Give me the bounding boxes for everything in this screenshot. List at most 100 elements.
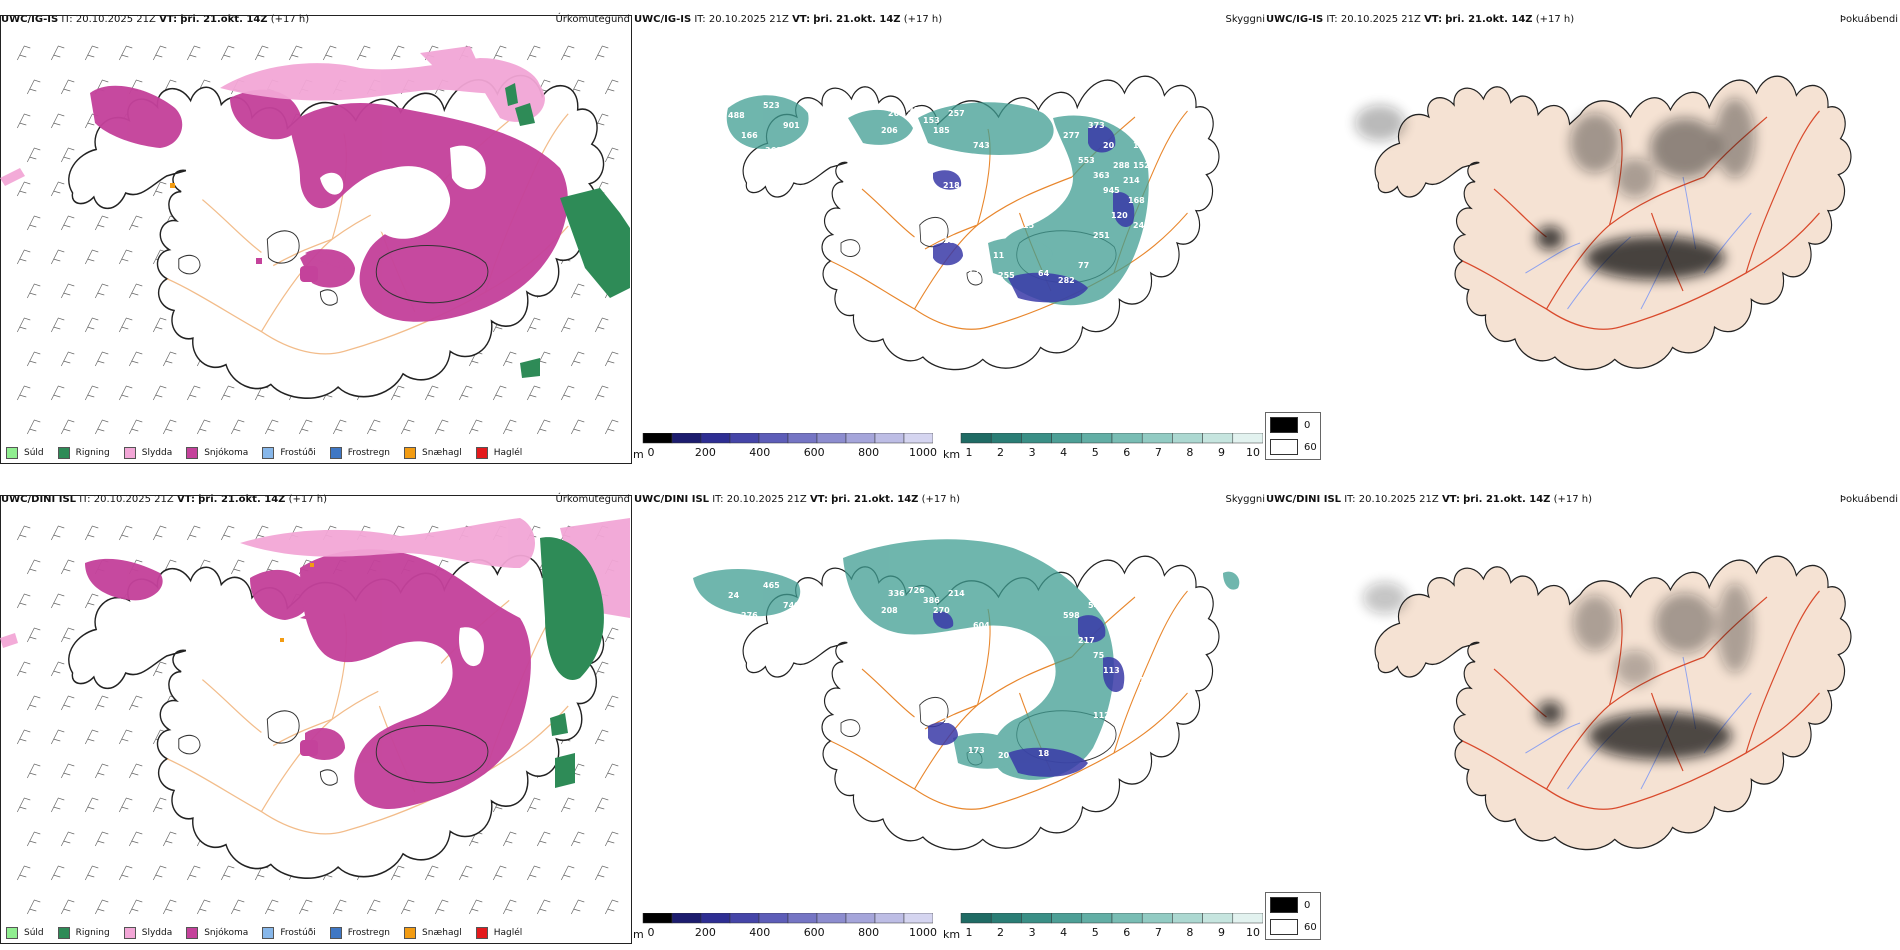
ceiling-panel-1: UWC/IG-IS IT: 20.10.2025 21Z VT: þri. 21… <box>633 12 1267 464</box>
wind-barb <box>16 113 31 129</box>
precip-legend: Súld Rigning Slydda Snjókoma Frostúði Frostre… <box>6 446 536 460</box>
ceiling-value: 214 <box>948 589 965 598</box>
wind-barb <box>60 147 75 163</box>
precip-header-1: UWC/IG-IS IT: 20.10.2025 21Z VT: þri. 21… <box>0 12 632 28</box>
colorbar-segment <box>874 912 905 924</box>
wind-barb <box>50 317 65 333</box>
wind-barb <box>526 385 541 401</box>
ceiling-value: 77 <box>1078 261 1089 270</box>
ceiling-value: 130 <box>968 266 985 275</box>
colorbar-segment <box>642 432 673 444</box>
wind-barb <box>84 249 99 265</box>
legend-swatch <box>404 927 417 939</box>
ceiling-value: 64 <box>1038 269 1050 278</box>
wind-barb <box>84 865 99 881</box>
ceiling-value: 113 <box>1103 666 1120 675</box>
wind-barb <box>570 79 585 95</box>
wind-barb <box>118 385 133 401</box>
colorbar-tick: 800 <box>858 446 880 459</box>
wind-barb <box>332 899 347 915</box>
ceiling-value: 743 <box>973 141 990 150</box>
wind-barb <box>152 661 167 677</box>
colorbar-segment <box>1021 912 1052 924</box>
wind-barb <box>536 899 551 915</box>
legend-item: Súld <box>6 446 44 460</box>
ceiling-value: 553 <box>1078 156 1095 165</box>
ceiling-value: 152 <box>1133 161 1150 170</box>
wind-barb <box>434 419 449 435</box>
ceiling-value: 726 <box>908 586 925 595</box>
wind-barb <box>594 385 609 401</box>
wind-barb <box>94 695 109 711</box>
colorbar-segment <box>845 912 876 924</box>
ceiling-value: 206 <box>881 126 898 135</box>
wind-barb <box>152 385 167 401</box>
colorbar-tick: 400 <box>749 446 771 459</box>
wind-barb <box>60 899 75 915</box>
legend-label: Rigning <box>75 928 110 938</box>
wind-barb <box>84 45 99 61</box>
wind-barb <box>604 419 619 435</box>
wind-barb <box>118 729 133 745</box>
wind-barb <box>604 831 619 847</box>
colorbar-segment <box>1232 912 1264 924</box>
wind-barb <box>526 45 541 61</box>
ceiling-value: 208 <box>881 606 898 615</box>
wind-barb <box>118 317 133 333</box>
wind-barb <box>434 899 449 915</box>
ceiling-value: 300 <box>933 161 950 170</box>
ceiling-value: 368 <box>765 146 782 155</box>
colorbar-segment <box>787 432 818 444</box>
legend-label: Snjókoma <box>204 448 249 458</box>
colorbar-segment <box>816 432 847 444</box>
colorbar-tick: 10 <box>1246 926 1260 939</box>
colorbar-segment <box>960 432 992 444</box>
precip-panel-1: UWC/IG-IS IT: 20.10.2025 21Z VT: þri. 21… <box>0 12 632 464</box>
wind-barb <box>322 45 337 61</box>
wind-barb <box>492 45 507 61</box>
white-holes <box>320 145 486 239</box>
colorbar-tick: 1000 <box>909 926 937 939</box>
ceiling-value: 494 <box>813 116 830 125</box>
wind-barb <box>26 627 41 643</box>
colorbar-segment <box>990 432 1022 444</box>
ceiling-value: 217 <box>1078 636 1095 645</box>
colorbar-tick: 600 <box>803 926 825 939</box>
wind-barb <box>16 865 31 881</box>
wind-barb <box>50 525 65 541</box>
colorbar-tick: 2 <box>997 446 1005 459</box>
legend-swatch <box>475 927 488 939</box>
wind-barb <box>94 283 109 299</box>
wind-barb <box>16 729 31 745</box>
colorbar-km: km 1 2 3 4 5 6 7 8 9 10 <box>943 912 1264 946</box>
legend-label: Frostúði <box>280 448 316 458</box>
ceiling-value: 336 <box>888 589 905 598</box>
legend-swatch <box>475 447 488 459</box>
wind-barb <box>16 661 31 677</box>
wind-barb <box>60 831 75 847</box>
wind-barb <box>570 351 585 367</box>
colorbar-tick: 7 <box>1154 926 1162 939</box>
wind-barb <box>26 419 41 435</box>
ceiling-value: 120 <box>1111 211 1128 220</box>
colorbar-segment <box>758 432 789 444</box>
wind-barb <box>128 695 143 711</box>
wind-barb <box>94 899 109 915</box>
precip-panel-2: UWC/DINI ISL IT: 20.10.2025 21Z VT: þri.… <box>0 492 632 944</box>
ceiling-value: 276 <box>741 611 758 620</box>
wind-barb <box>94 831 109 847</box>
wind-barb <box>128 283 143 299</box>
legend-swatch <box>262 447 275 459</box>
colorbar-tick: 7 <box>1154 446 1162 459</box>
legend-swatch <box>123 927 136 939</box>
ceiling-value: 386 <box>923 596 940 605</box>
wind-barb <box>60 763 75 779</box>
ceiling-value: 251 <box>1093 231 1110 240</box>
colorbar-km: km 1 2 3 4 5 6 7 8 9 10 <box>943 432 1264 466</box>
ceiling-value: 8 <box>1053 201 1059 210</box>
wind-barb <box>84 797 99 813</box>
ceiling-value: 288 <box>1113 161 1130 170</box>
legend-item: Haglél <box>475 446 522 460</box>
wind-barb <box>570 283 585 299</box>
wind-barb <box>264 899 279 915</box>
